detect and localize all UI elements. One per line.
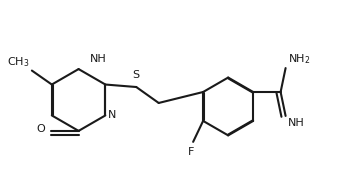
Text: O: O	[37, 124, 45, 134]
Text: F: F	[188, 147, 194, 157]
Text: CH$_3$: CH$_3$	[7, 55, 29, 69]
Text: S: S	[133, 70, 140, 80]
Text: NH: NH	[288, 118, 305, 128]
Text: N: N	[108, 110, 117, 120]
Text: NH$_2$: NH$_2$	[288, 52, 311, 66]
Text: NH: NH	[90, 54, 106, 64]
